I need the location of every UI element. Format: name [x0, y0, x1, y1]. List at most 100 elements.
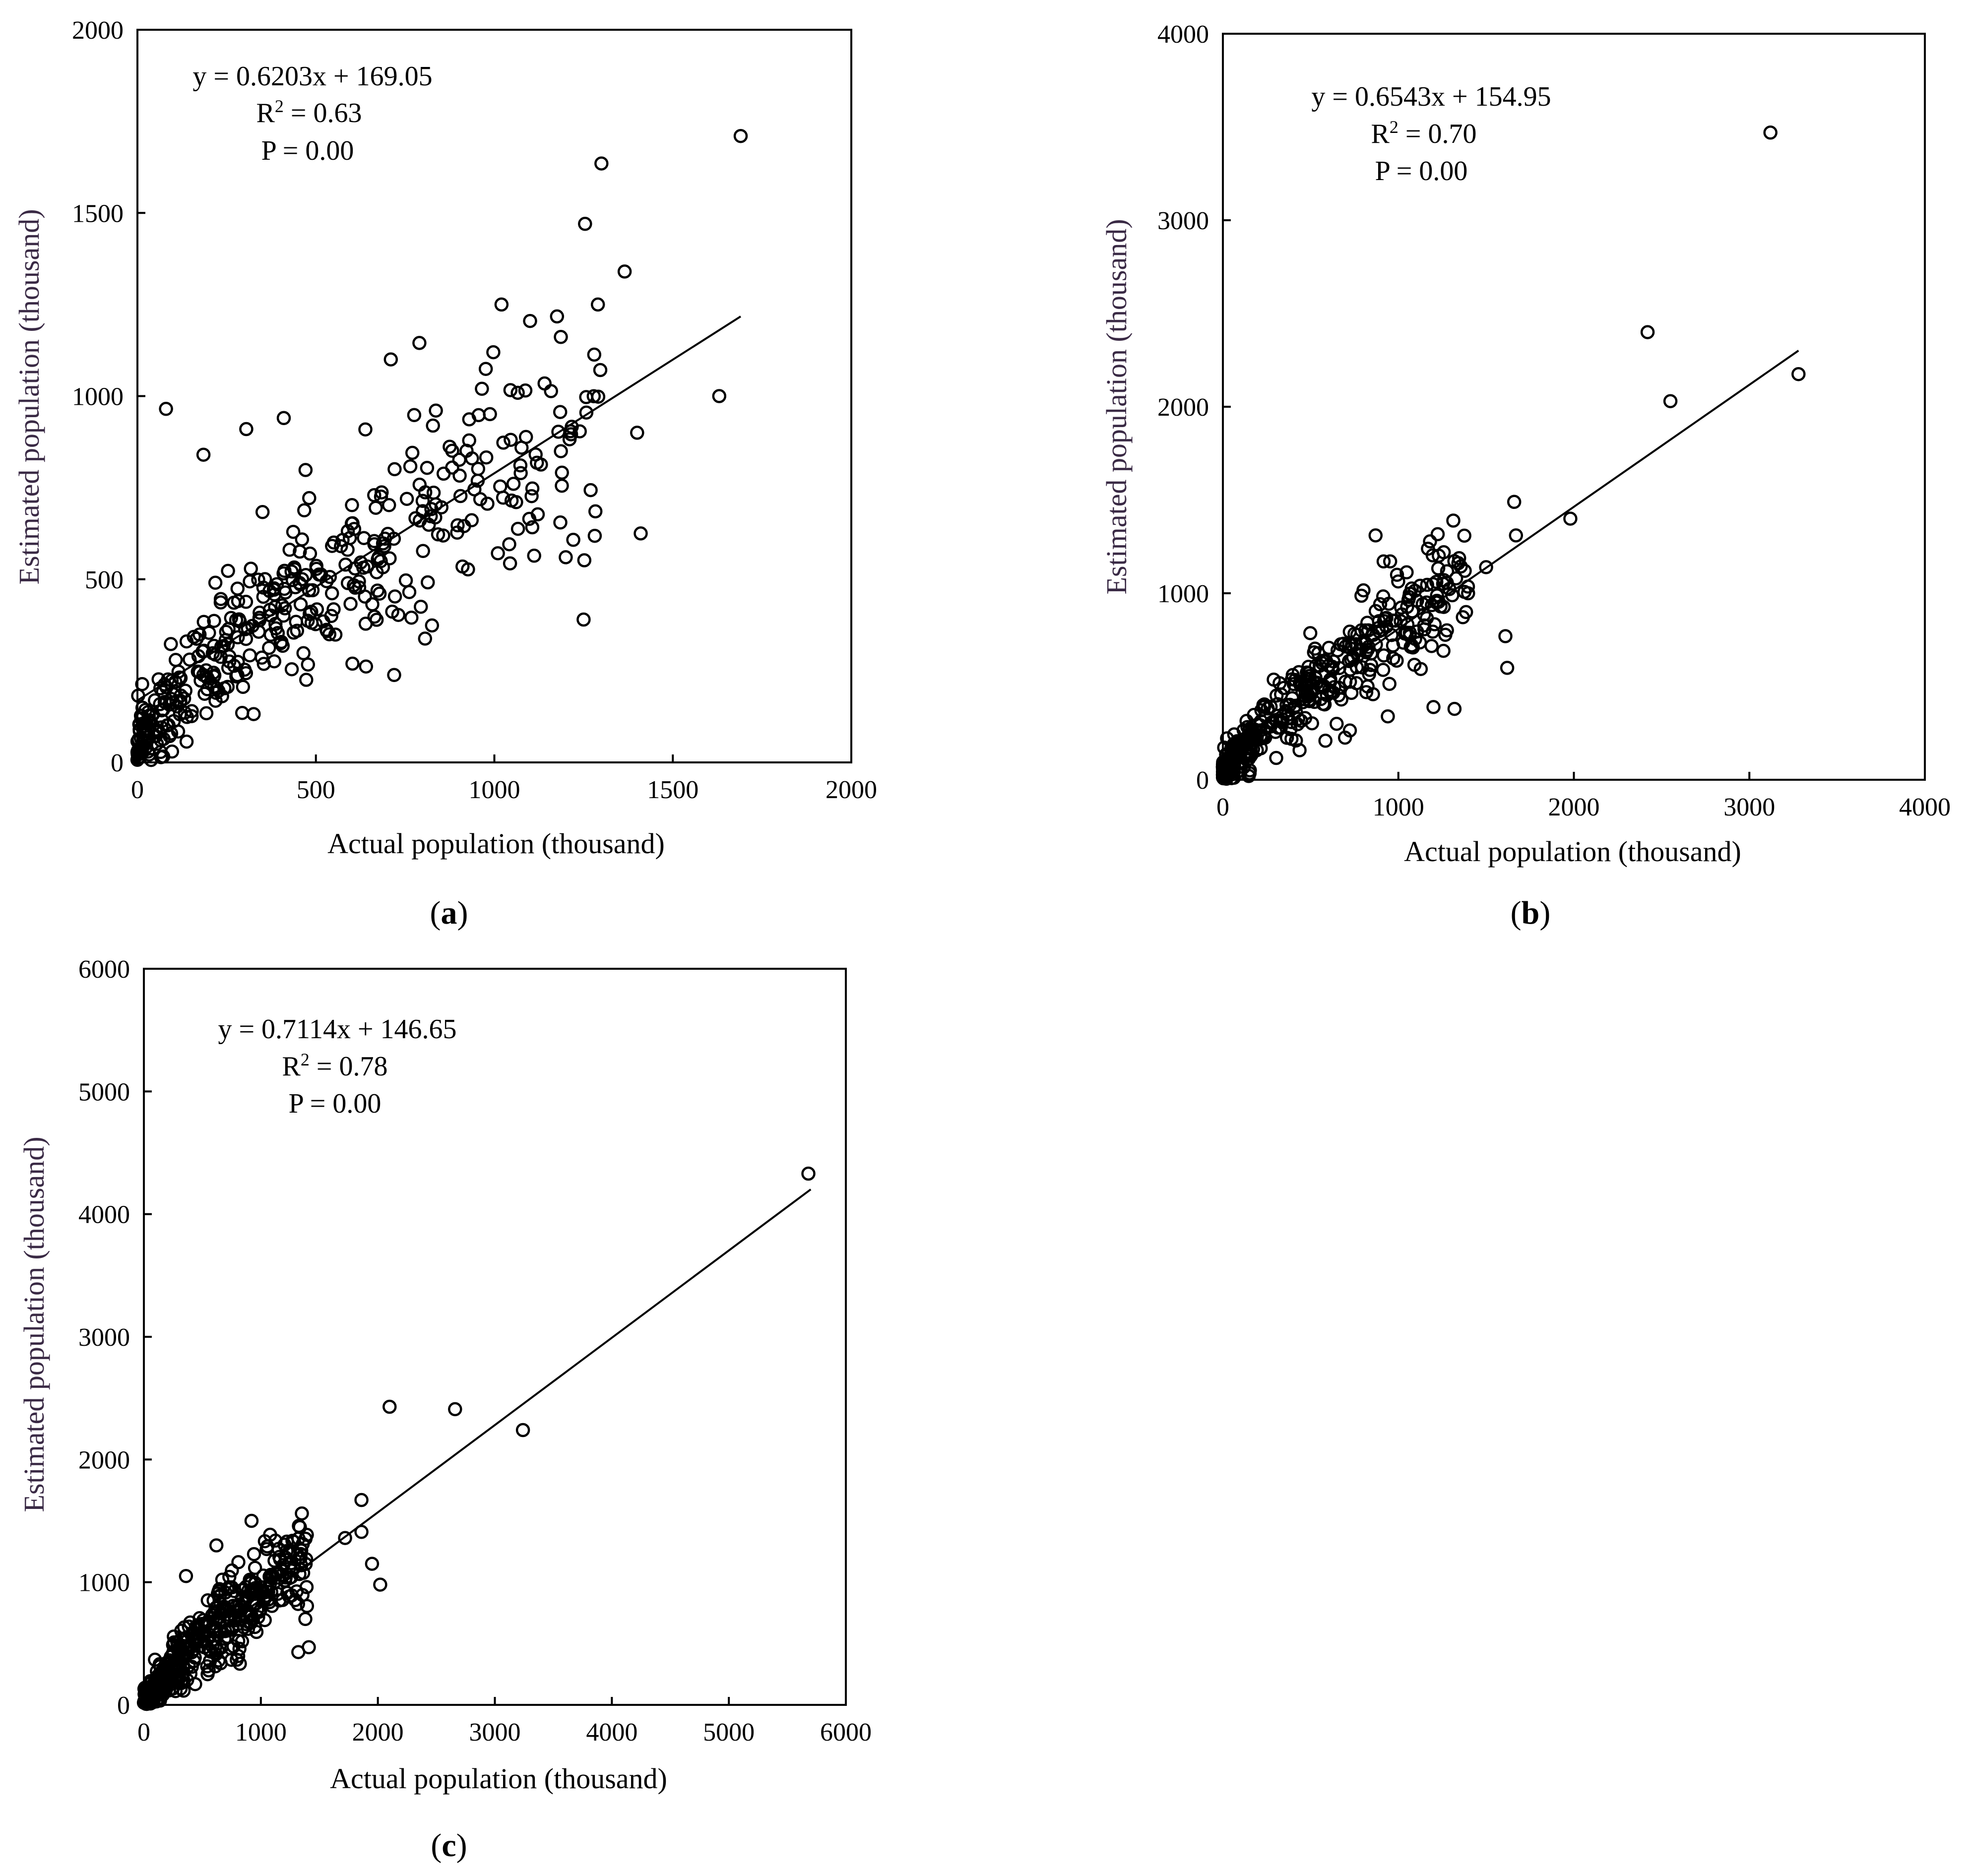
data-point	[213, 592, 228, 606]
data-point	[1399, 565, 1414, 580]
data-point	[322, 569, 337, 584]
data-point	[175, 1650, 189, 1664]
data-point	[566, 533, 580, 547]
data-point	[243, 574, 257, 589]
data-point	[510, 521, 525, 536]
data-point	[518, 383, 533, 398]
panel-b: 0 1000 2000 3000 4000 0 1000 2000 3000 4000 y = 0…	[1100, 20, 1951, 931]
regression-line-a	[136, 315, 742, 701]
data-point	[275, 638, 290, 653]
data-point	[199, 706, 214, 721]
data-point	[1336, 636, 1351, 651]
data-point	[296, 646, 311, 661]
data-point	[587, 528, 602, 543]
data-point	[298, 1612, 313, 1626]
data-point	[578, 217, 592, 231]
data-point	[387, 589, 402, 604]
data-point	[544, 384, 558, 398]
data-point	[273, 636, 288, 651]
data-point	[429, 403, 443, 418]
data-point	[1479, 560, 1493, 574]
data-point	[192, 665, 207, 680]
data-point	[553, 515, 568, 530]
r-squared-c: R2 = 0.78	[282, 1050, 388, 1082]
data-point	[1413, 578, 1427, 593]
data-point	[590, 297, 605, 312]
x-tick-label: 1000	[469, 776, 520, 804]
data-point	[301, 657, 316, 672]
data-point	[202, 625, 216, 640]
axis-ticks-c: 0 1000 2000 3000 4000 5000 6000 0 1000 2000 3000 40…	[78, 955, 872, 1747]
data-point	[340, 524, 355, 539]
data-point	[733, 128, 748, 143]
data-point	[572, 424, 587, 438]
data-point	[225, 1563, 239, 1578]
regression-equation-b: y = 0.6543x + 154.95	[1311, 81, 1551, 112]
data-point	[164, 691, 179, 706]
data-point	[1318, 734, 1333, 748]
x-tick-label: 6000	[820, 1718, 872, 1747]
data-point	[209, 1538, 224, 1553]
data-point	[247, 707, 261, 721]
x-tick-label: 3000	[469, 1718, 521, 1747]
data-point	[1326, 686, 1341, 700]
x-tick-label: 1000	[235, 1718, 287, 1747]
data-point	[1269, 688, 1284, 703]
data-point	[473, 492, 488, 506]
data-point	[295, 532, 310, 547]
data-point	[1381, 709, 1395, 724]
data-point	[1457, 528, 1471, 543]
data-point	[496, 436, 510, 450]
data-point	[147, 729, 162, 744]
data-point	[354, 1493, 369, 1507]
data-point	[1425, 625, 1440, 639]
data-point	[328, 627, 343, 642]
data-point	[471, 462, 486, 476]
data-point	[1457, 584, 1472, 599]
data-point	[192, 627, 207, 642]
data-point	[164, 637, 178, 651]
data-point	[404, 610, 419, 625]
data-point	[559, 550, 573, 564]
data-point	[1269, 750, 1283, 765]
data-point	[208, 1640, 223, 1655]
data-point	[503, 383, 518, 397]
data-point	[525, 520, 540, 535]
data-point	[236, 680, 251, 694]
data-point	[412, 336, 427, 350]
panel-a: 0 500 1000 1500 2000 0 500 1000 1500 2000 y = 0.6…	[13, 16, 877, 931]
data-point	[358, 422, 373, 437]
data-point	[1391, 574, 1405, 589]
data-point	[322, 627, 337, 641]
data-point	[369, 500, 383, 515]
data-point	[196, 615, 211, 629]
data-point	[179, 1569, 193, 1583]
data-point	[1276, 681, 1291, 695]
data-point	[382, 1399, 397, 1414]
data-point	[217, 681, 232, 695]
data-point	[220, 1630, 235, 1645]
data-point	[239, 422, 254, 437]
data-point	[503, 556, 517, 571]
data-point	[231, 1649, 246, 1663]
data-point	[262, 1577, 277, 1592]
data-point	[367, 609, 382, 624]
data-point	[299, 1580, 314, 1594]
data-point	[1322, 640, 1336, 655]
data-point	[221, 1607, 236, 1622]
data-point	[398, 573, 413, 588]
data-point	[373, 1577, 387, 1592]
data-point	[801, 1166, 816, 1181]
data-point	[1382, 596, 1396, 611]
data-point	[579, 390, 593, 404]
data-point	[1413, 662, 1428, 676]
data-point	[219, 625, 234, 639]
data-point	[319, 624, 334, 638]
panel-label-a: (a)	[430, 895, 468, 931]
data-point	[286, 524, 301, 539]
data-point	[518, 430, 533, 444]
data-point	[1415, 597, 1430, 612]
data-point	[1430, 527, 1445, 542]
data-point	[1383, 554, 1398, 569]
